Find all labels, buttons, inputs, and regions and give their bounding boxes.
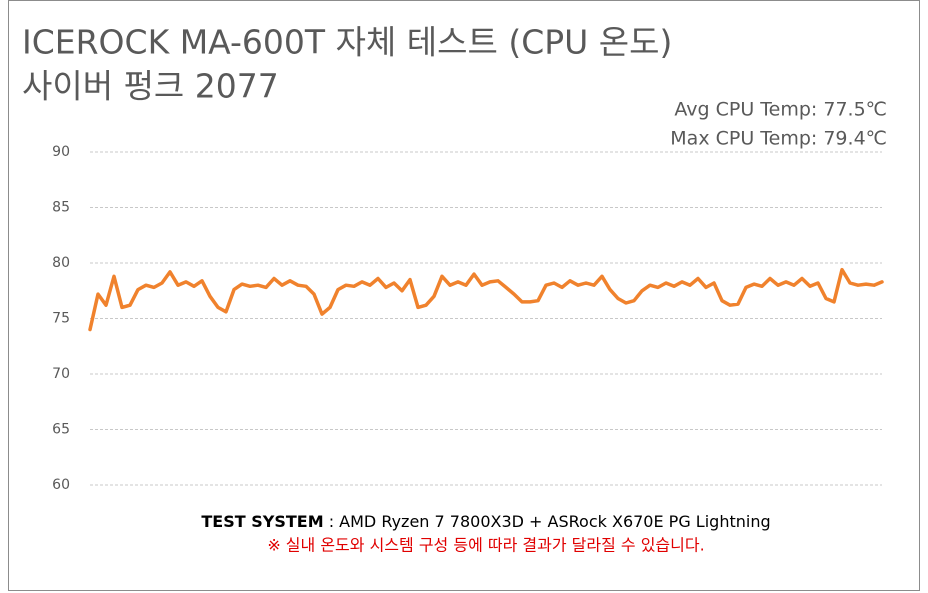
y-tick-label: 75 xyxy=(52,311,70,327)
test-system: TEST SYSTEM : AMD Ryzen 7 7800X3D + ASRo… xyxy=(201,512,770,531)
avg-annotation: Avg CPU Temp: 77.5℃ xyxy=(674,99,887,121)
test-system-label: TEST SYSTEM xyxy=(201,512,323,531)
chart-subtitle: 사이버 펑크 2077 xyxy=(22,67,279,106)
y-tick-label: 70 xyxy=(52,366,70,382)
test-system-text: : AMD Ryzen 7 7800X3D + ASRock X670E PG … xyxy=(329,512,771,531)
temp-line xyxy=(88,267,884,332)
y-tick-label: 65 xyxy=(52,422,70,438)
y-tick-label: 80 xyxy=(52,255,70,271)
y-tick-label: 60 xyxy=(52,477,70,493)
chart-title: ICEROCK MA-600T 자체 테스트 (CPU 온도) xyxy=(22,23,672,62)
y-tick-label: 85 xyxy=(52,200,70,216)
y-tick-label: 90 xyxy=(52,144,70,160)
chart-border xyxy=(8,0,920,591)
disclaimer: ※ 실내 온도와 시스템 구성 등에 따라 결과가 달라질 수 있습니다. xyxy=(267,536,704,555)
max-annotation: Max CPU Temp: 79.4℃ xyxy=(670,128,887,150)
